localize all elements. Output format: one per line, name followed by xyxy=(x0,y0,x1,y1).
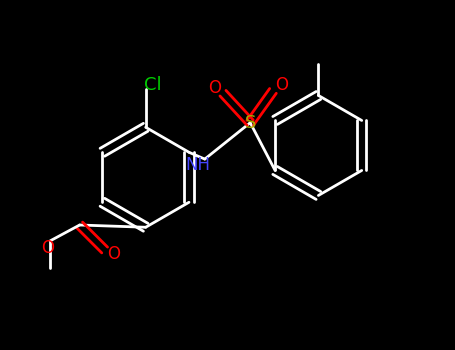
Text: O: O xyxy=(107,245,120,262)
Text: Cl: Cl xyxy=(144,76,162,94)
Text: O: O xyxy=(208,79,221,97)
Text: NH: NH xyxy=(186,155,211,174)
Text: O: O xyxy=(41,239,54,257)
Text: O: O xyxy=(275,76,288,94)
Text: S: S xyxy=(244,114,256,132)
